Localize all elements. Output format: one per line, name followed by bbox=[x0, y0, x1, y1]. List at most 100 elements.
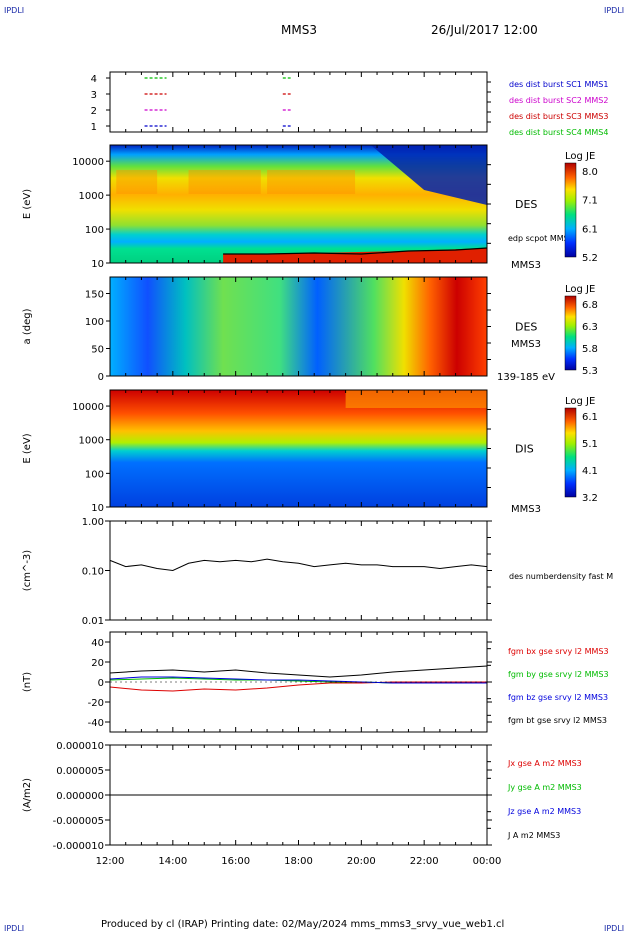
ytick-label: 0.10 bbox=[82, 567, 104, 578]
instrument-label: DES bbox=[515, 198, 537, 211]
ytick-label: 40 bbox=[91, 638, 104, 649]
series-label: Jy gse A m2 MMS3 bbox=[507, 783, 582, 792]
ytick-label: 20 bbox=[91, 658, 104, 669]
time-tick-label: 20:00 bbox=[347, 856, 376, 867]
footer-credit: Produced by cl (IRAP) Printing date: 02/… bbox=[101, 919, 505, 930]
corner-label-bottom-left: IPDLI bbox=[4, 924, 25, 933]
colorbar-title: Log JE bbox=[565, 284, 595, 295]
panel-3: MMS3 139-185 eV 150 100 50 0 a (deg) DES Log JE 6… bbox=[22, 276, 598, 383]
ytick-label: 0.000000 bbox=[56, 791, 104, 802]
panel-6: 40 20 0 -20 -40 (nT) fgm bx gse srvy l2 MMS3 fg… bbox=[22, 631, 609, 733]
corner-label-top-left: IPDLI bbox=[4, 6, 25, 15]
time-tick-label: 22:00 bbox=[410, 856, 439, 867]
overlay-label: edp scpot MMS3 bbox=[508, 234, 574, 243]
instrument-label: DES bbox=[515, 321, 537, 334]
ytick-label: 100 bbox=[85, 225, 104, 236]
panel-4: MMS3 10000 1000 100 10 E (eV) DIS Log JE 6.1 5.1 4… bbox=[22, 389, 598, 515]
ytick-label: 1.00 bbox=[82, 517, 104, 528]
dis-warm-patch bbox=[345, 390, 487, 408]
ytick-label: 150 bbox=[85, 290, 104, 301]
instrument-name: MMS3 bbox=[511, 260, 541, 271]
series-label: J A m2 MMS3 bbox=[507, 831, 560, 840]
ytick-label: 50 bbox=[91, 345, 104, 356]
panel1-legend-entry: des dist burst SC1 MMS1 bbox=[509, 80, 608, 89]
time-tick-label: 00:00 bbox=[473, 856, 502, 867]
series-label: fgm bt gse srvy l2 MMS3 bbox=[508, 716, 607, 725]
colorbar-title: Log JE bbox=[565, 151, 595, 162]
ylabel: (cm^-3) bbox=[22, 550, 33, 591]
colorbar-tick-label: 5.8 bbox=[582, 344, 598, 355]
corner-label-bottom-right: IPDLI bbox=[604, 924, 625, 933]
ylabel: E (eV) bbox=[22, 433, 33, 463]
series-label: fgm bx gse srvy l2 MMS3 bbox=[508, 647, 609, 656]
series-line bbox=[109, 676, 487, 684]
series-label: des numberdensity fast M bbox=[509, 572, 613, 581]
colorbar-title: Log JE bbox=[565, 396, 595, 407]
colorbar-tick-label: 6.8 bbox=[582, 300, 598, 311]
time-tick-label: 12:00 bbox=[96, 856, 125, 867]
scpot-band bbox=[223, 248, 487, 263]
ytick-label: -40 bbox=[88, 718, 104, 729]
des-quiet-region bbox=[370, 145, 487, 205]
time-tick-label: 18:00 bbox=[284, 856, 313, 867]
panel-frame bbox=[109, 520, 488, 621]
series-line bbox=[109, 665, 488, 678]
panel-frame bbox=[109, 71, 488, 133]
spacecraft-title: MMS3 bbox=[281, 23, 317, 37]
panel1-legend-entry: des dist burst SC4 MMS4 bbox=[509, 128, 608, 137]
instrument-label: DIS bbox=[515, 443, 534, 456]
ytick-label: 10 bbox=[91, 503, 104, 514]
colorbar-tick-label: 4.1 bbox=[582, 466, 598, 477]
colorbar-tick-label: 3.2 bbox=[582, 493, 598, 504]
ylabel: a (deg) bbox=[22, 308, 33, 344]
ytick-label: -0.000005 bbox=[53, 816, 104, 827]
spectrogram-fill bbox=[110, 277, 487, 376]
panel1-ytick-label: 2 bbox=[91, 106, 97, 117]
ylabel: (nT) bbox=[22, 672, 33, 692]
series-line bbox=[109, 681, 487, 692]
colorbar-tick-label: 6.3 bbox=[582, 322, 598, 333]
panel1-ytick-label: 3 bbox=[91, 90, 97, 101]
ytick-label: -20 bbox=[88, 698, 104, 709]
ytick-label: 100 bbox=[85, 317, 104, 328]
ytick-label: -0.000010 bbox=[53, 841, 104, 852]
colorbar bbox=[564, 407, 577, 498]
panel-2: edp scpot MMS3 MMS3 10000 1000 100 10 E (eV) DE… bbox=[22, 144, 598, 271]
colorbar-tick-label: 8.0 bbox=[582, 167, 598, 178]
colorbar-tick-label: 6.1 bbox=[582, 412, 598, 423]
time-tick-label: 14:00 bbox=[158, 856, 187, 867]
panel-7: 0.000010 0.000005 0.000000 -0.000005 -0.0000… bbox=[22, 741, 582, 852]
series-label: Jz gse A m2 MMS3 bbox=[507, 807, 581, 816]
colorbar-tick-label: 5.1 bbox=[582, 439, 598, 450]
ytick-label: 0.01 bbox=[82, 616, 104, 627]
instrument-name: MMS3 bbox=[511, 504, 541, 515]
panel1-ytick-label: 1 bbox=[91, 122, 97, 133]
colorbar-tick-label: 5.2 bbox=[582, 253, 598, 264]
colorbar bbox=[564, 295, 577, 371]
series-label: fgm by gse srvy l2 MMS3 bbox=[508, 670, 609, 679]
panel1-legend-entry: des dist burst SC2 MMS2 bbox=[509, 96, 608, 105]
spectrogram-fill bbox=[110, 390, 487, 507]
ytick-label: 0.000005 bbox=[56, 766, 104, 777]
plot-datetime: 26/Jul/2017 12:00 bbox=[431, 23, 538, 37]
panel-5: 1.00 0.10 0.01 (cm^-3) des numberdensity fas… bbox=[22, 517, 613, 627]
ytick-label: 10 bbox=[91, 259, 104, 270]
energy-range-label: 139-185 eV bbox=[497, 372, 555, 383]
ytick-label: 0 bbox=[98, 678, 104, 689]
ytick-label: 1000 bbox=[79, 436, 104, 447]
colorbar bbox=[564, 162, 577, 258]
corner-label-top-right: IPDLI bbox=[604, 6, 625, 15]
panel1-ytick-label: 4 bbox=[91, 74, 97, 85]
colorbar-tick-label: 5.3 bbox=[582, 366, 598, 377]
scpot-line bbox=[223, 247, 488, 255]
ytick-label: 10000 bbox=[72, 402, 104, 413]
colorbar-tick-label: 6.1 bbox=[582, 224, 598, 235]
series-label: fgm bz gse srvy l2 MMS3 bbox=[508, 693, 608, 702]
ytick-label: 1000 bbox=[79, 191, 104, 202]
des-warm-patch bbox=[267, 170, 356, 194]
ytick-label: 100 bbox=[85, 469, 104, 480]
ytick-label: 0.000010 bbox=[56, 741, 104, 752]
series-line bbox=[109, 558, 488, 572]
time-tick-label: 16:00 bbox=[221, 856, 250, 867]
